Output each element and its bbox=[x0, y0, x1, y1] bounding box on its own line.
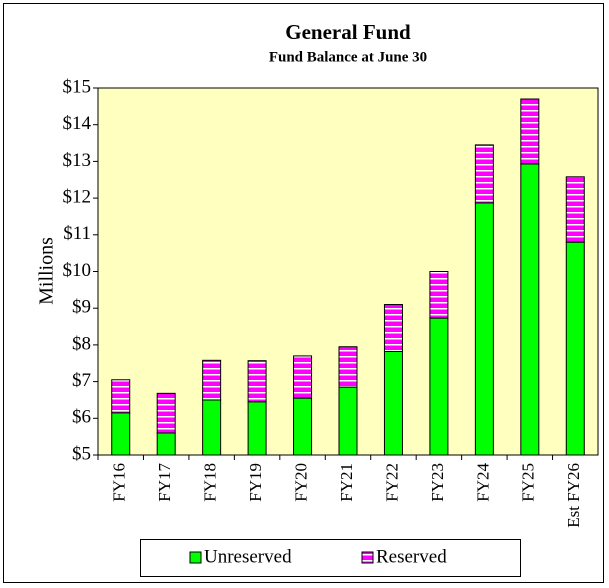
legend-box bbox=[140, 539, 521, 577]
bar-segment bbox=[429, 317, 449, 456]
y-axis-label: Millions bbox=[36, 237, 58, 305]
bar-segment bbox=[202, 359, 222, 401]
bar-segment bbox=[338, 346, 358, 388]
x-tick-label: FY19 bbox=[246, 463, 265, 502]
bar-segment bbox=[383, 304, 403, 353]
bar-segment bbox=[202, 399, 222, 456]
bar-segment bbox=[293, 355, 313, 399]
chart-title: General Fund bbox=[285, 20, 411, 44]
x-tick-label: FY20 bbox=[291, 463, 310, 502]
y-tick-label: $13 bbox=[63, 150, 92, 171]
bar-segment bbox=[247, 360, 267, 403]
plot-area bbox=[97, 87, 599, 456]
x-tick-label: FY18 bbox=[201, 463, 220, 502]
bar-segment bbox=[156, 432, 176, 456]
y-tick-label: $7 bbox=[72, 370, 91, 391]
chart-subtitle: Fund Balance at June 30 bbox=[269, 49, 427, 65]
y-tick-label: $5 bbox=[72, 443, 91, 464]
bar-segment bbox=[565, 241, 585, 456]
y-tick-label: $12 bbox=[63, 186, 92, 207]
bar-segment bbox=[338, 386, 358, 456]
bar-segment bbox=[111, 412, 131, 456]
bar-segment bbox=[474, 202, 494, 456]
legend-swatch bbox=[189, 551, 202, 564]
bar-segment bbox=[429, 271, 449, 319]
bar-segment bbox=[247, 401, 267, 456]
x-tick-label: Est FY26 bbox=[564, 463, 583, 528]
bar-segment bbox=[520, 163, 540, 456]
x-tick-label: FY21 bbox=[337, 463, 356, 502]
x-tick-label: FY23 bbox=[428, 463, 447, 502]
x-tick-label: FY25 bbox=[519, 463, 538, 502]
bar-segment bbox=[156, 392, 176, 434]
x-tick-label: FY22 bbox=[382, 463, 401, 502]
legend-label: Reserved bbox=[376, 546, 447, 567]
y-tick-label: $10 bbox=[63, 260, 92, 281]
y-tick-label: $15 bbox=[63, 76, 92, 97]
y-tick-label: $9 bbox=[72, 297, 91, 318]
bar-segment bbox=[474, 144, 494, 204]
bar-segment bbox=[520, 98, 540, 165]
x-tick-label: FY24 bbox=[473, 463, 492, 502]
y-tick-label: $8 bbox=[72, 333, 91, 354]
y-tick-label: $6 bbox=[72, 407, 91, 428]
bar-segment bbox=[293, 397, 313, 456]
x-tick-label: FY17 bbox=[155, 463, 174, 502]
bar-segment bbox=[565, 176, 585, 243]
y-tick-label: $11 bbox=[63, 223, 91, 244]
legend-label: Unreserved bbox=[204, 546, 292, 567]
y-tick-label: $14 bbox=[63, 113, 92, 134]
bar-segment bbox=[111, 379, 131, 414]
x-tick-label: FY16 bbox=[110, 463, 129, 502]
bar-segment bbox=[383, 351, 403, 456]
legend-swatch bbox=[361, 551, 374, 564]
